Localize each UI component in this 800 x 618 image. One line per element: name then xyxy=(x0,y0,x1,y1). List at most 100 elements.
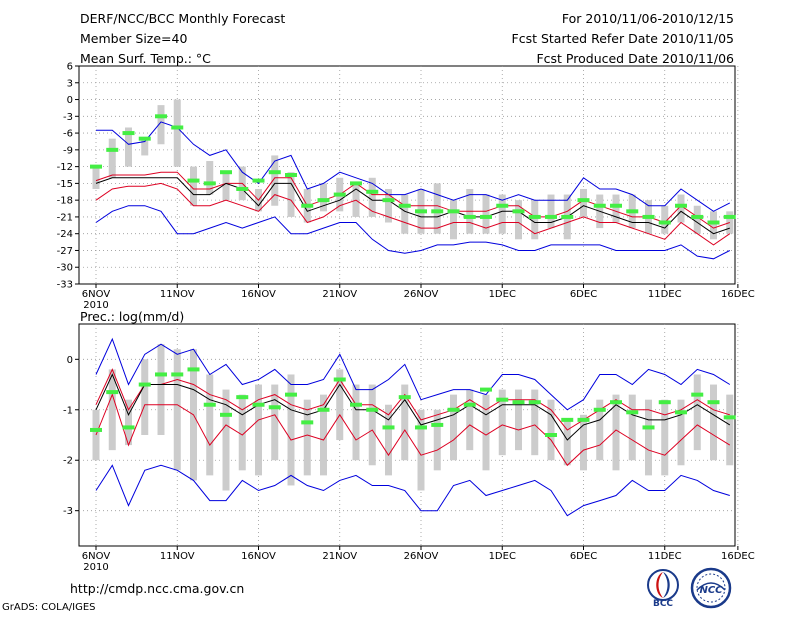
y-tick-label: -15 xyxy=(57,179,73,190)
observed-marker xyxy=(415,209,427,214)
observed-marker xyxy=(317,198,330,203)
bcc-logo-icon: BCC xyxy=(647,569,679,608)
spread-box xyxy=(108,369,116,451)
header-right: For 2010/11/06-2010/12/15 Fcst Started R… xyxy=(512,11,735,71)
spread-box xyxy=(222,389,230,491)
spread-box xyxy=(596,399,604,461)
observed-marker xyxy=(333,377,346,382)
observed-marker xyxy=(723,415,736,420)
spread-box xyxy=(368,177,376,217)
y-tick-label: -1 xyxy=(63,405,73,416)
observed-marker xyxy=(577,198,590,203)
observed-marker xyxy=(285,173,297,177)
spread-box xyxy=(726,394,734,466)
x-tick-label: 6NOV xyxy=(82,289,111,300)
y-tick-label: -18 xyxy=(57,196,73,207)
observed-marker xyxy=(545,214,557,219)
spread-box xyxy=(547,194,555,229)
observed-marker xyxy=(398,395,411,400)
spread-box xyxy=(303,399,311,476)
observed-marker xyxy=(496,397,509,402)
spread-box xyxy=(466,389,474,451)
spread-box xyxy=(173,99,181,167)
observed-marker xyxy=(528,214,541,219)
y-tick-label: -30 xyxy=(57,263,73,274)
observed-marker xyxy=(155,372,167,377)
y-tick-label: -33 xyxy=(57,280,73,291)
observed-marker xyxy=(138,136,151,141)
spread-box xyxy=(645,399,652,476)
observed-marker xyxy=(707,400,720,405)
spread-box xyxy=(661,205,669,234)
observed-marker xyxy=(203,402,216,407)
spread-box xyxy=(531,389,539,456)
spread-box xyxy=(271,155,279,206)
x-tick-label: 26NOV xyxy=(404,551,439,562)
spread-box xyxy=(401,194,409,234)
observed-marker xyxy=(187,178,200,183)
observed-marker xyxy=(333,192,346,197)
observed-marker xyxy=(626,410,639,415)
y-tick-label: -27 xyxy=(57,246,73,257)
observed-marker xyxy=(252,178,265,183)
spread-box xyxy=(482,394,490,471)
forecast-title: DERF/NCC/BCC Monthly Forecast xyxy=(80,11,286,26)
x-tick-label: 1DEC xyxy=(489,551,516,562)
observed-marker xyxy=(463,402,476,407)
spread-box xyxy=(677,194,685,223)
spread-box xyxy=(450,200,457,240)
observed-marker xyxy=(480,387,492,392)
observed-marker xyxy=(268,170,281,175)
y-tick-label: -3 xyxy=(63,506,73,517)
spread-box xyxy=(92,166,100,189)
observed-marker xyxy=(642,425,655,430)
x-tick-label: 6NOV xyxy=(82,551,111,562)
plot-frame xyxy=(78,323,736,547)
observed-marker xyxy=(512,209,525,214)
observed-marker xyxy=(382,198,395,203)
spread-box xyxy=(563,419,571,466)
spread-box xyxy=(287,374,295,486)
y-tick-label: -3 xyxy=(63,112,73,123)
y-tick-label: -6 xyxy=(63,129,73,140)
header-left: DERF/NCC/BCC Monthly Forecast Member Siz… xyxy=(80,11,285,71)
y-tick-label: 0 xyxy=(67,355,73,366)
x-tick-label: 21NOV xyxy=(322,289,357,300)
observed-marker xyxy=(285,392,297,397)
observed-marker xyxy=(106,147,119,152)
x-tick-label: 16DEC xyxy=(721,551,755,562)
y-tick-label: -21 xyxy=(57,212,73,223)
spread-box xyxy=(352,384,360,461)
footer-url[interactable]: http://cmdp.ncc.cma.gov.cn xyxy=(70,581,245,596)
spread-box xyxy=(677,399,685,466)
spread-box xyxy=(157,344,165,435)
observed-marker xyxy=(220,412,232,417)
observed-marker xyxy=(691,392,704,397)
observed-marker xyxy=(171,372,184,377)
observed-marker xyxy=(398,203,411,208)
x-tick-label: 1DEC xyxy=(489,289,516,300)
observed-marker xyxy=(236,186,249,191)
spread-box xyxy=(271,384,279,461)
x-tick-label: 11NOV xyxy=(160,289,195,300)
observed-marker xyxy=(496,203,509,208)
observed-marker xyxy=(138,382,151,387)
observed-marker xyxy=(512,400,525,405)
spread-box xyxy=(368,384,376,466)
spread-box xyxy=(547,399,555,461)
observed-marker xyxy=(415,425,427,430)
observed-marker xyxy=(561,417,574,422)
y-tick-label: 6 xyxy=(67,62,73,73)
observed-marker xyxy=(122,131,135,136)
spread-box xyxy=(580,414,587,471)
x-tick-label: 26NOV xyxy=(404,289,439,300)
observed-marker xyxy=(301,420,314,425)
spread-box xyxy=(515,389,522,451)
member-size: Member Size=40 xyxy=(80,31,188,46)
produced-date: Fcst Produced Date 2010/11/06 xyxy=(536,51,734,66)
spread-box xyxy=(385,404,392,476)
x-tick-label: 11DEC xyxy=(648,289,682,300)
observed-marker xyxy=(301,203,314,208)
ncc-logo-icon: NCC xyxy=(690,567,732,609)
